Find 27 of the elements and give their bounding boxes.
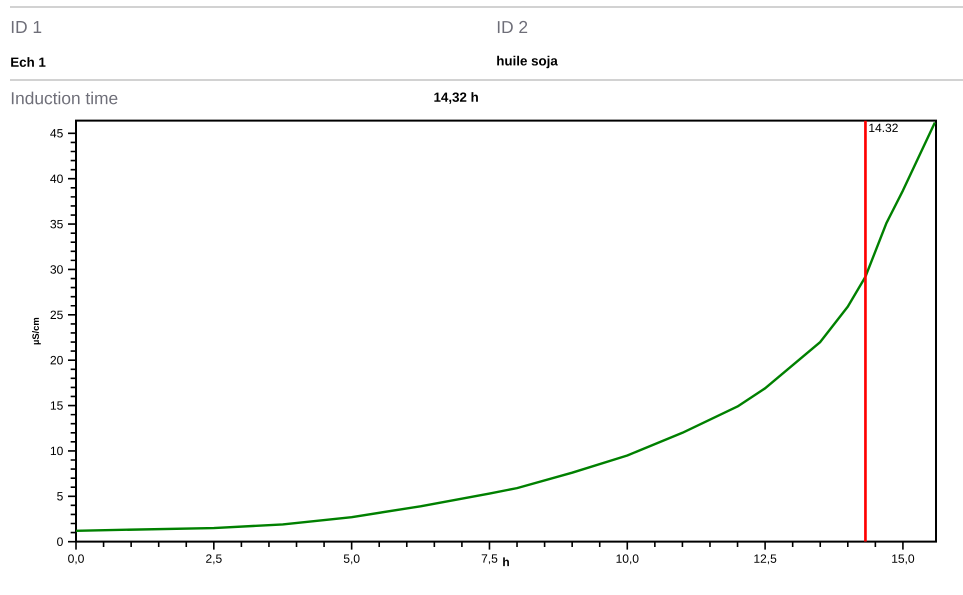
line-series [76,121,936,532]
y-tick-label: 0 [57,537,63,546]
x-tick-label: 2,5 [206,554,222,564]
y-tick-label: 15 [50,401,63,410]
y-tick-label: 25 [50,310,63,320]
text: 14,32 h [434,92,478,104]
x-tick-label: 0,0 [68,554,84,564]
text: ID 2 [498,20,528,34]
ref-line-label: 14.32 [869,124,898,132]
x-tick-label: 15,0 [892,554,914,564]
text: ID 1 [12,21,42,33]
text: Induction time [12,92,118,104]
x-tick-label: 7,5 [482,554,498,564]
y-tick-label: 40 [50,174,63,183]
x-tick-label: 5,0 [344,554,360,564]
y-axis-title: µS/cm [32,318,41,344]
x-axis-title: h [503,557,509,566]
y-tick-label: 30 [50,265,63,274]
y-tick-label: 20 [50,356,63,364]
y-tick-label: 10 [50,446,63,456]
y-tick-label: 35 [50,220,63,228]
text: huile soja [497,56,558,68]
text: Ech 1 [11,57,46,67]
y-tick-label: 45 [50,129,63,138]
x-tick-label: 12,5 [754,554,776,564]
y-tick-label: 5 [57,492,63,500]
x-tick-label: 10,0 [616,554,638,564]
